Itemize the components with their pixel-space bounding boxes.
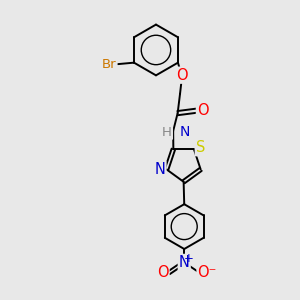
Text: O: O	[176, 68, 187, 83]
Text: N: N	[154, 162, 166, 177]
Text: N: N	[179, 255, 190, 270]
Text: S: S	[196, 140, 205, 155]
Text: O⁻: O⁻	[197, 266, 217, 280]
Text: H: H	[162, 126, 172, 139]
Text: O: O	[157, 266, 169, 280]
Text: O: O	[197, 103, 208, 118]
Text: N: N	[180, 125, 190, 139]
Text: +: +	[184, 252, 193, 265]
Text: Br: Br	[102, 58, 116, 70]
